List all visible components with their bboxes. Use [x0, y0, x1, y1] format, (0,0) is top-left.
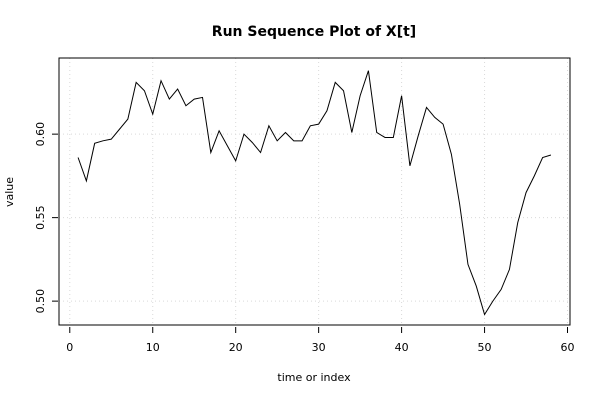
- x-tick-label: 60: [561, 341, 575, 354]
- x-tick-label: 50: [478, 341, 492, 354]
- grid-lines: [59, 58, 570, 325]
- x-axis: 0 10 20 30 40 50 60: [66, 327, 575, 354]
- y-tick-label: 0.50: [34, 289, 47, 314]
- x-tick-label: 30: [312, 341, 326, 354]
- y-axis-label: value: [3, 177, 16, 207]
- x-tick-label: 20: [229, 341, 243, 354]
- x-tick-label: 10: [146, 341, 160, 354]
- y-tick-label: 0.60: [34, 122, 47, 147]
- y-axis: 0.50 0.55 0.60: [34, 122, 58, 313]
- x-tick-label: 40: [395, 341, 409, 354]
- x-tick-label: 0: [66, 341, 73, 354]
- plot-frame: [58, 57, 571, 326]
- y-tick-label: 0.55: [34, 205, 47, 230]
- x-axis-label: time or index: [277, 371, 351, 384]
- chart-title: Run Sequence Plot of X[t]: [212, 24, 416, 40]
- series-line: [77, 70, 552, 316]
